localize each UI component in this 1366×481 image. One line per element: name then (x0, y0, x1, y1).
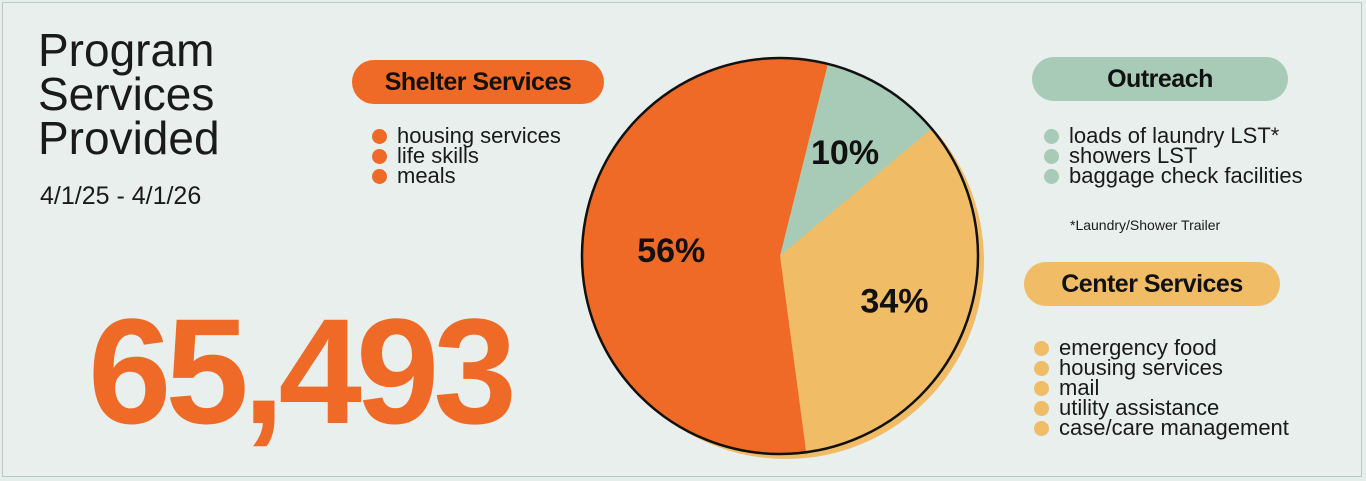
bullet-dot (1034, 420, 1049, 436)
bullet-dot (1034, 340, 1049, 356)
shelter-services-pill: Shelter Services (352, 60, 604, 104)
list-item-label: housing services (1059, 355, 1223, 380)
bullet-dot (1044, 148, 1059, 164)
list-item: life skills (372, 143, 561, 168)
bullet-dot (1044, 168, 1059, 184)
pie-slice-label: 10% (811, 134, 879, 172)
page-title: Program Services Provided (38, 24, 220, 164)
pie-slice-shelter-services (582, 57, 828, 455)
shelter-services-list: housing services life skills meals (372, 123, 561, 188)
list-item-label: mail (1059, 375, 1100, 400)
pie-slice-outreach (780, 63, 932, 257)
title-line: Program (38, 24, 215, 76)
list-item: housing services (1034, 355, 1289, 380)
title-line: Provided (38, 112, 220, 164)
pie-slice-label: 34% (860, 282, 928, 320)
bullet-dot (1034, 400, 1049, 416)
list-item-label: case/care management (1059, 415, 1289, 440)
list-item: showers LST (1044, 143, 1303, 168)
list-item-label: utility assistance (1059, 395, 1220, 420)
list-item: housing services (372, 123, 561, 148)
list-item-label: emergency food (1059, 335, 1217, 360)
outreach-pill: Outreach (1032, 57, 1288, 101)
list-item: meals (372, 163, 561, 188)
outreach-list: loads of laundry LST* showers LST baggag… (1044, 123, 1303, 188)
bullet-dot (372, 128, 387, 144)
list-item-label: meals (397, 163, 456, 188)
date-range: 4/1/25 - 4/1/26 (40, 182, 202, 210)
list-item-label: showers LST (1069, 143, 1198, 168)
pie-outline (580, 56, 980, 456)
title-line: Services (38, 68, 215, 120)
center-services-pill: Center Services (1024, 262, 1280, 306)
list-item: baggage check facilities (1044, 163, 1303, 188)
list-item: case/care management (1034, 415, 1289, 440)
outreach-footnote: *Laundry/Shower Trailer (1070, 217, 1221, 233)
bullet-dot (1044, 128, 1059, 144)
bullet-dot (372, 148, 387, 164)
list-item-label: life skills (397, 143, 479, 168)
list-item: emergency food (1034, 335, 1289, 360)
center-services-list: emergency food housing services mail uti… (1034, 335, 1289, 440)
list-item-label: baggage check facilities (1069, 163, 1303, 188)
list-item: loads of laundry LST* (1044, 123, 1303, 148)
pie-slice-label: 56% (637, 232, 705, 270)
pie-slice-center-services (780, 128, 979, 453)
bullet-dot (372, 168, 387, 184)
total-services-count: 65,493 (88, 287, 517, 455)
bullet-dot (1034, 360, 1049, 376)
list-item-label: housing services (397, 123, 561, 148)
bullet-dot (1034, 380, 1049, 396)
list-item: mail (1034, 375, 1289, 400)
list-item: utility assistance (1034, 395, 1289, 420)
list-item-label: loads of laundry LST* (1069, 123, 1280, 148)
